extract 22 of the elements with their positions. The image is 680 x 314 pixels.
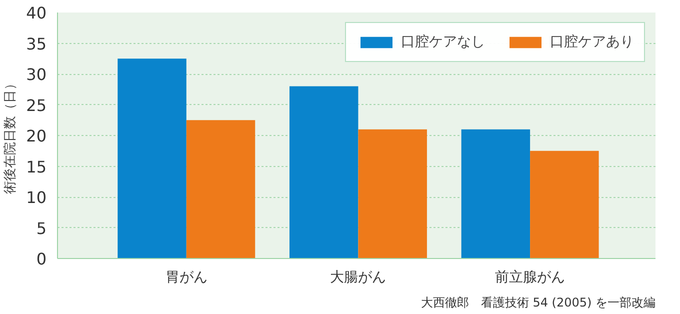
y-tick-label: 20 (26, 126, 46, 146)
bar (118, 58, 186, 258)
legend-label: 口腔ケアあり (550, 33, 634, 51)
y-tick-label: 0 (36, 250, 47, 268)
legend-label: 口腔ケアなし (401, 33, 485, 51)
y-tick-label: 35 (26, 34, 46, 54)
x-tick-label: 大腸がん (330, 270, 386, 286)
x-tick-label: 前立腺がん (495, 270, 566, 286)
y-tick-label: 15 (26, 157, 46, 176)
bar (289, 86, 358, 258)
bar (461, 129, 530, 258)
y-tick-label: 10 (26, 188, 46, 207)
y-tick-label: 30 (26, 65, 46, 84)
bar (530, 150, 599, 258)
bar (358, 129, 427, 258)
y-tick-label: 25 (26, 96, 46, 115)
x-tick-label: 胃がん (165, 270, 208, 286)
y-tick-label: 5 (36, 218, 47, 238)
text: 大西徹郎 看護技術 54 (2005) を一部改編 (420, 296, 656, 310)
y-axis-title: 術後在院日数（日） (3, 77, 18, 194)
bar (186, 120, 256, 258)
y-tick-label: 40 (26, 4, 46, 22)
